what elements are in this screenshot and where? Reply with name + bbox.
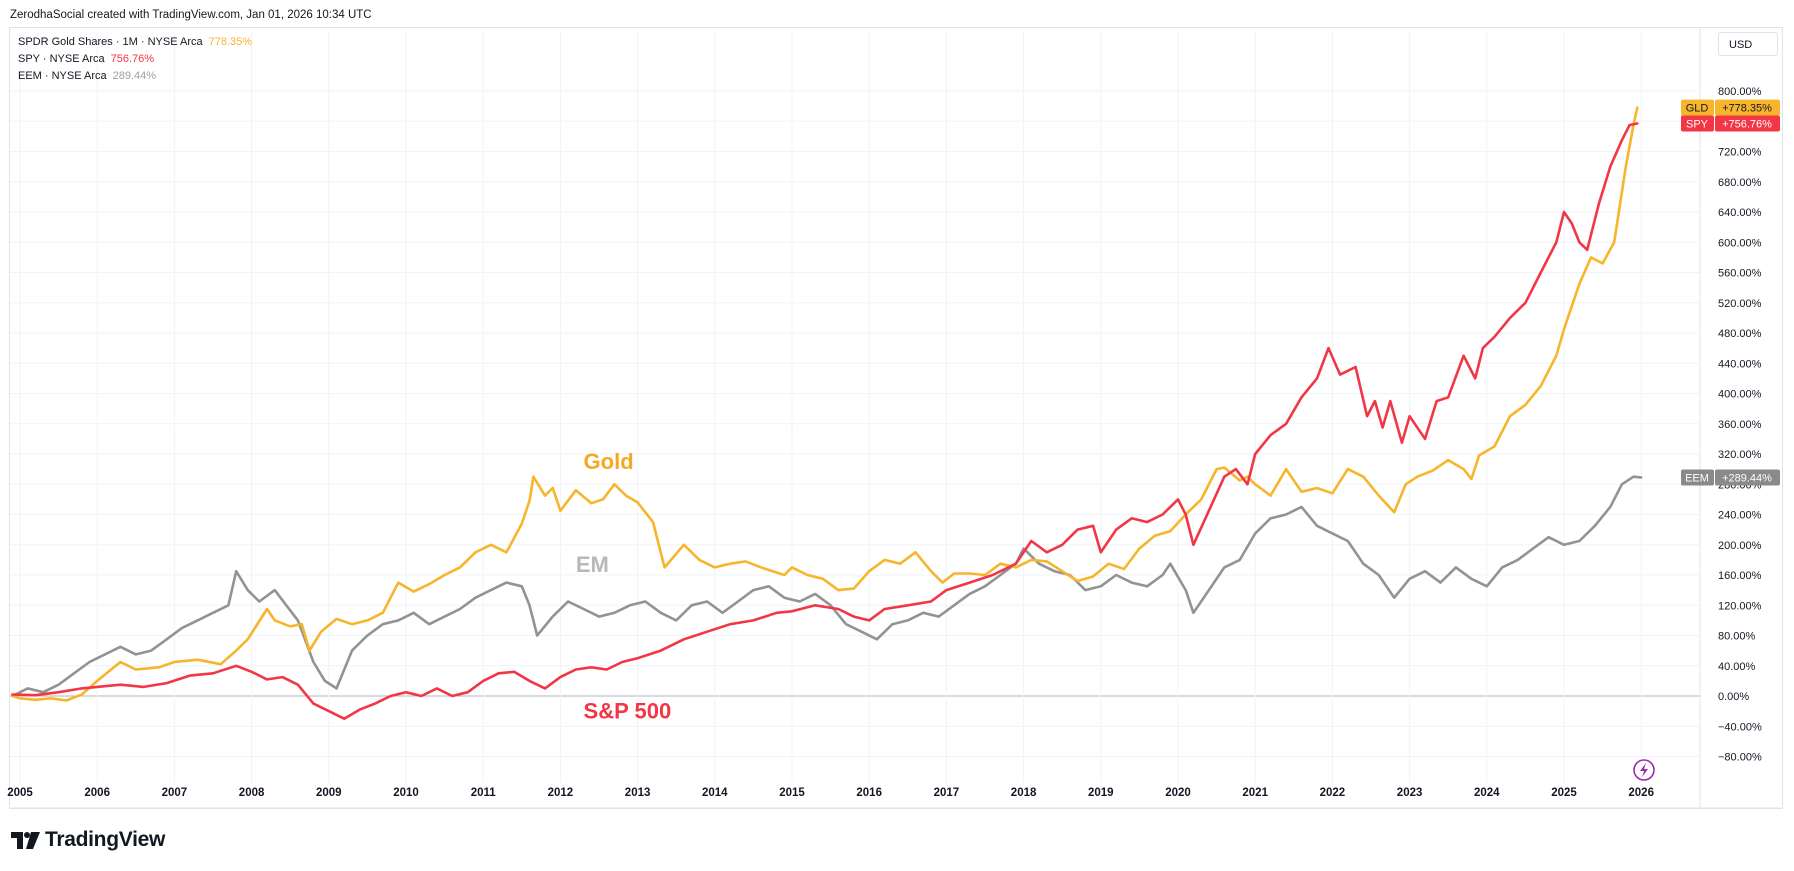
tradingview-wordmark: TradingView [45,828,166,851]
y-tick-label: 240.00% [1718,510,1762,522]
legend-eem-value: 289.44% [112,70,157,82]
x-tick-label: 2025 [1551,787,1577,799]
y-tick-label: 160.00% [1718,570,1762,582]
annotations: Gold EM S&P 500 [576,449,1655,781]
y-tick-label: 800.00% [1718,86,1762,98]
price-badge-ticker: GLD [1686,103,1709,115]
x-tick-label: 2008 [239,787,265,799]
y-tick-label: −80.00% [1718,752,1762,764]
y-tick-label: −40.00% [1718,721,1762,733]
x-tick-label: 2007 [162,787,188,799]
y-tick-label: 40.00% [1718,661,1756,673]
legend-spy-name: SPY · NYSE Arca [18,53,105,65]
price-badge-ticker-bg [1681,115,1714,132]
x-tick-label: 2021 [1242,787,1268,799]
x-tick-label: 2017 [934,787,960,799]
x-tick-label: 2005 [7,787,33,799]
x-tick-label: 2023 [1397,787,1423,799]
y-tick-label: 320.00% [1718,449,1762,461]
x-tick-label: 2015 [779,787,805,799]
price-badge-value-bg [1715,99,1780,116]
y-tick-label: 360.00% [1718,419,1762,431]
y-tick-label: 400.00% [1718,389,1762,401]
tradingview-logo[interactable]: TradingView [11,828,165,852]
price-badge-value-bg [1715,115,1780,132]
legend-eem[interactable]: EEM · NYSE Arca 289.44% [18,68,252,85]
price-badge-ticker: SPY [1686,119,1709,131]
y-tick-label: 520.00% [1718,298,1762,310]
x-tick-label: 2024 [1474,787,1500,799]
x-tick-label: 2026 [1628,787,1654,799]
price-badge-ticker: EEM [1685,472,1709,484]
x-tick-label: 2016 [856,787,882,799]
x-tick-label: 2020 [1165,787,1191,799]
annotation-label: S&P 500 [584,699,672,724]
y-tick-label: 640.00% [1718,207,1762,219]
price-badge-value: +778.35% [1722,103,1772,115]
y-tick-label: 560.00% [1718,268,1762,280]
price-badge-ticker-bg [1681,99,1714,116]
currency-button[interactable]: USD [1718,32,1778,56]
x-tick-label: 2012 [548,787,574,799]
price-badge-value: +756.76% [1722,119,1772,131]
x-tick-label: 2009 [316,787,342,799]
x-tick-label: 2022 [1320,787,1346,799]
series-line-gld [11,106,1639,702]
price-badge-gld: GLD +778.35% [1681,99,1780,116]
y-tick-label: 120.00% [1718,600,1762,612]
price-badge-eem: EEM +289.44% [1681,469,1780,486]
series-line-spy [11,122,1639,720]
x-tick-label: 2014 [702,787,728,799]
y-tick-label: 0.00% [1718,691,1749,703]
grid-lines [10,32,1700,783]
tradingview-logo-icon [11,831,40,849]
y-tick-label: 680.00% [1718,177,1762,189]
y-tick-label: 720.00% [1718,147,1762,159]
annotation-label: Gold [584,449,634,474]
lightning-icon-ring [1633,759,1655,781]
legend-gld[interactable]: SPDR Gold Shares · 1M · NYSE Arca 778.35% [18,34,252,51]
y-tick-label: 200.00% [1718,540,1762,552]
price-badge-value: +289.44% [1722,472,1772,484]
x-tick-label: 2018 [1011,787,1037,799]
annotation-label: EM [576,552,609,577]
legend-gld-name: SPDR Gold Shares · 1M · NYSE Arca [18,36,203,48]
lightning-icon [1633,759,1655,781]
legend-spy-value: 756.76% [110,53,155,65]
legend-eem-name: EEM · NYSE Arca [18,70,107,82]
legend: SPDR Gold Shares · 1M · NYSE Arca 778.35%… [18,34,252,85]
price-badge-ticker-bg [1681,469,1714,486]
y-tick-label: 440.00% [1718,358,1762,370]
y-tick-label: 480.00% [1718,328,1762,340]
x-tick-label: 2006 [84,787,110,799]
price-badge-spy: SPY +756.76% [1681,115,1780,132]
y-tick-label: 80.00% [1718,631,1756,643]
x-tick-label: 2010 [393,787,419,799]
y-tick-label: 600.00% [1718,237,1762,249]
x-tick-label: 2011 [471,787,497,799]
legend-gld-value: 778.35% [208,36,253,48]
series-line-eem [11,475,1643,698]
x-tick-label: 2019 [1088,787,1114,799]
price-labels: GLD +778.35% SPY +756.76% EEM +289.44% [1681,99,1780,486]
chart-attribution: ZerodhaSocial created with TradingView.c… [10,9,372,21]
series-lines [11,106,1643,720]
price-badge-value-bg [1715,469,1780,486]
axes: 800.00%760.00%720.00%680.00%640.00%600.0… [7,28,1783,809]
lightning-icon-bolt [1640,763,1648,777]
x-tick-label: 2013 [625,787,651,799]
legend-spy[interactable]: SPY · NYSE Arca 756.76% [18,51,252,68]
